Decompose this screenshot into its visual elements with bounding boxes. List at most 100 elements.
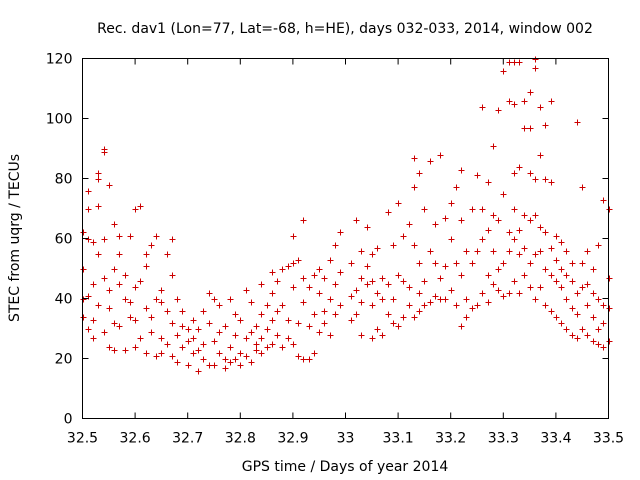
data-point: [416, 170, 423, 177]
data-point: [369, 335, 376, 342]
data-point: [590, 266, 597, 273]
data-point: [290, 233, 297, 240]
data-point: [521, 98, 528, 105]
data-point: [101, 146, 108, 153]
data-point: [558, 320, 565, 327]
data-point: [264, 302, 271, 309]
data-point: [511, 278, 518, 285]
x-tick-label: 33.1: [383, 431, 414, 447]
data-point: [474, 248, 481, 255]
data-point: [563, 248, 570, 255]
data-point: [411, 242, 418, 249]
data-point: [274, 278, 281, 285]
data-point: [474, 172, 481, 179]
data-point: [432, 260, 439, 267]
data-point: [521, 272, 528, 279]
data-point: [237, 350, 244, 357]
data-point: [90, 335, 97, 342]
data-point: [432, 293, 439, 300]
data-point: [179, 344, 186, 351]
data-point: [427, 248, 434, 255]
data-point: [400, 278, 407, 285]
data-point: [521, 125, 528, 132]
data-point: [232, 311, 239, 318]
data-point: [95, 251, 102, 258]
data-point: [511, 170, 518, 177]
data-point: [337, 229, 344, 236]
data-point: [527, 284, 534, 291]
data-point: [111, 347, 118, 354]
data-point: [80, 229, 87, 236]
data-point: [548, 179, 555, 186]
data-point: [127, 233, 134, 240]
data-point: [243, 287, 250, 294]
data-point: [306, 356, 313, 363]
data-point: [95, 302, 102, 309]
data-point: [264, 326, 271, 333]
data-point: [469, 260, 476, 267]
data-point: [411, 155, 418, 162]
data-point: [106, 182, 113, 189]
data-point: [516, 227, 523, 234]
data-point: [164, 251, 171, 258]
data-point: [164, 308, 171, 315]
data-point: [595, 326, 602, 333]
data-point: [458, 217, 465, 224]
data-point: [332, 311, 339, 318]
data-point: [495, 217, 502, 224]
data-point: [269, 269, 276, 276]
data-point: [190, 335, 197, 342]
data-point: [527, 217, 534, 224]
data-point: [506, 290, 513, 297]
data-point: [490, 281, 497, 288]
y-tick-label: 0: [64, 412, 73, 428]
data-point: [500, 260, 507, 267]
data-point: [179, 308, 186, 315]
data-point: [527, 125, 534, 132]
data-point: [116, 323, 123, 330]
data-point: [95, 203, 102, 210]
data-point: [200, 356, 207, 363]
y-tick-label: 120: [46, 52, 73, 68]
data-point: [563, 272, 570, 279]
data-point: [348, 317, 355, 324]
data-point: [206, 320, 213, 327]
data-point: [353, 311, 360, 318]
data-point: [579, 260, 586, 267]
data-point: [558, 239, 565, 246]
data-point: [237, 362, 244, 369]
data-point: [479, 236, 486, 243]
data-point: [80, 296, 87, 303]
data-point: [285, 263, 292, 270]
data-point: [122, 272, 129, 279]
data-point: [290, 260, 297, 267]
data-point: [200, 308, 207, 315]
data-point: [463, 296, 470, 303]
data-point: [563, 296, 570, 303]
data-point: [269, 341, 276, 348]
data-point: [406, 284, 413, 291]
data-point: [158, 299, 165, 306]
data-point: [584, 281, 591, 288]
x-tick-label: 32.6: [120, 431, 151, 447]
data-point: [453, 184, 460, 191]
data-point: [227, 344, 234, 351]
data-point: [463, 248, 470, 255]
data-point: [227, 359, 234, 366]
data-point: [532, 65, 539, 72]
y-axis-label: STEC from uqrg / TECUs: [7, 154, 23, 322]
data-point: [185, 326, 192, 333]
data-point: [542, 266, 549, 273]
data-point: [395, 323, 402, 330]
data-point: [327, 296, 334, 303]
y-tick-label: 60: [55, 232, 73, 248]
data-point: [353, 287, 360, 294]
data-point: [527, 170, 534, 177]
data-point: [222, 323, 229, 330]
x-tick-label: 33: [337, 431, 355, 447]
data-point: [437, 152, 444, 159]
data-point: [153, 353, 160, 360]
data-point: [416, 308, 423, 315]
data-point: [90, 281, 97, 288]
data-point: [311, 350, 318, 357]
